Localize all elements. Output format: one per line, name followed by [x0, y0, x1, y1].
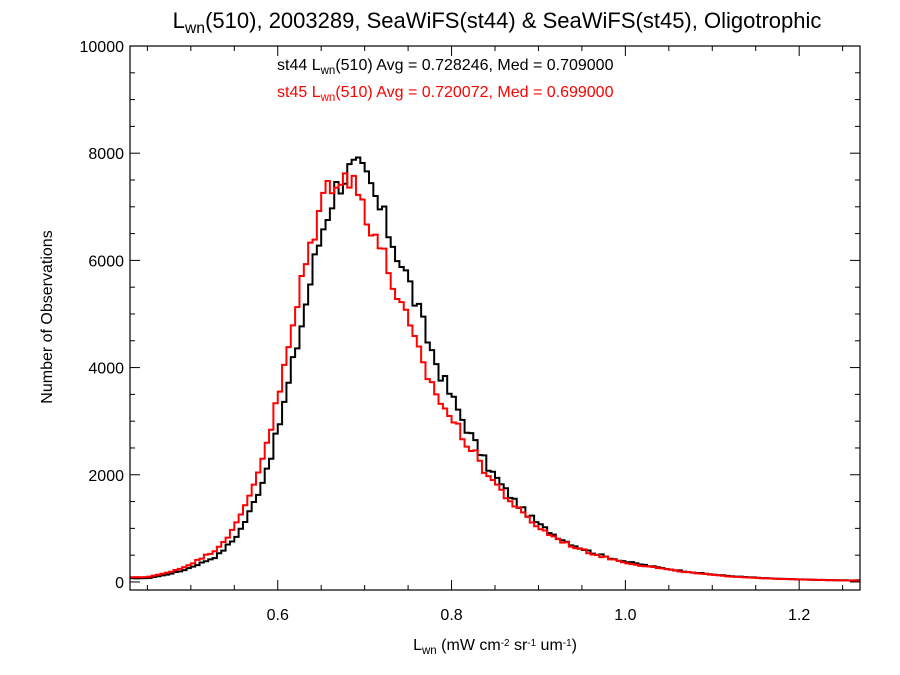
y-tick-label: 2000 [88, 468, 124, 485]
y-tick-label: 6000 [88, 253, 124, 270]
y-tick-label: 8000 [88, 146, 124, 163]
x-axis-label: Lwn (mW cm-2 sr-1 um-1) [413, 637, 577, 657]
x-tick-label: 1.2 [788, 607, 810, 624]
y-tick-label: 4000 [88, 361, 124, 378]
series-layer [130, 156, 860, 582]
y-tick-label: 10000 [80, 39, 125, 56]
tick-layer: 0 2000 4000 6000 8000 10000 0.6 0.8 1.0 1.2 [80, 39, 860, 624]
y-tick-label: 0 [115, 575, 124, 592]
x-tick-label: 0.6 [267, 607, 289, 624]
y-axis-label: Number of Observations [39, 230, 56, 403]
x-tick-label: 1.0 [614, 607, 636, 624]
chart-title: Lwn(510), 2003289, SeaWiFS(st44) & SeaWi… [173, 8, 822, 37]
legend-entry-st45: st45 Lwn(510) Avg = 0.720072, Med = 0.69… [277, 84, 614, 104]
series-st45-step-line [130, 172, 860, 582]
x-tick-label: 0.8 [440, 607, 462, 624]
legend-entry-st44: st44 Lwn(510) Avg = 0.728246, Med = 0.70… [277, 57, 614, 77]
